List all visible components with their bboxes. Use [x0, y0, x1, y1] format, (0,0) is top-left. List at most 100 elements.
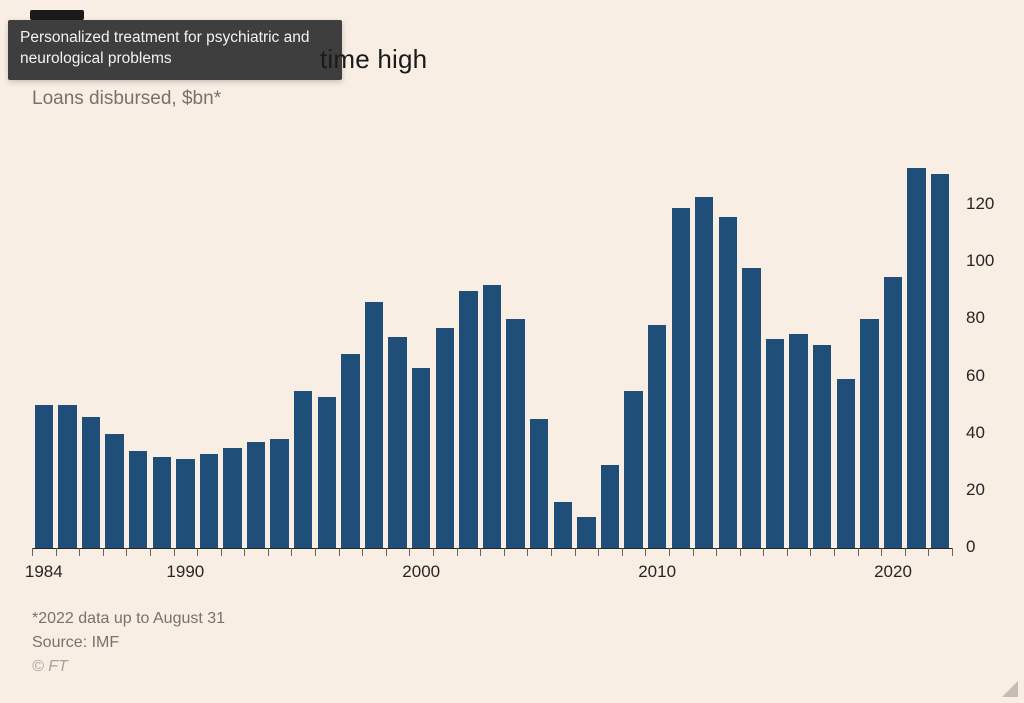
bar [176, 459, 194, 548]
x-tick [126, 548, 127, 556]
x-tick [787, 548, 788, 556]
x-tick [504, 548, 505, 556]
bar [837, 379, 855, 548]
x-tick [433, 548, 434, 556]
x-axis-baseline [32, 548, 952, 549]
x-tick [952, 548, 953, 556]
bar [129, 451, 147, 548]
x-axis-label: 2010 [638, 562, 676, 582]
x-tick [716, 548, 717, 556]
x-tick [103, 548, 104, 556]
x-tick [221, 548, 222, 556]
x-tick [56, 548, 57, 556]
bar [365, 302, 383, 548]
x-axis-label: 1984 [25, 562, 63, 582]
chart-title-fragment: time high [320, 44, 427, 75]
x-axis-label: 2000 [402, 562, 440, 582]
bar [672, 208, 690, 548]
bar [884, 277, 902, 548]
x-tick [32, 548, 33, 556]
chart-subtitle: Loans disbursed, $bn* [32, 88, 221, 110]
x-tick [669, 548, 670, 556]
x-tick [622, 548, 623, 556]
x-tick [339, 548, 340, 556]
x-tick [150, 548, 151, 556]
y-axis-label: 20 [966, 480, 985, 500]
x-tick [197, 548, 198, 556]
bar [931, 174, 949, 548]
x-tick [386, 548, 387, 556]
x-tick [291, 548, 292, 556]
bar [200, 454, 218, 548]
x-tick [79, 548, 80, 556]
x-tick [881, 548, 882, 556]
y-axis-label: 120 [966, 194, 994, 214]
x-tick [527, 548, 528, 556]
caption-tab [30, 10, 84, 20]
x-tick [810, 548, 811, 556]
x-tick [740, 548, 741, 556]
bar [742, 268, 760, 548]
bar [459, 291, 477, 548]
resize-corner-icon [1002, 681, 1018, 697]
bar [294, 391, 312, 548]
x-tick [457, 548, 458, 556]
bar [907, 168, 925, 548]
x-tick [268, 548, 269, 556]
x-tick [551, 548, 552, 556]
overlay-tooltip: Personalized treatment for psychiatric a… [8, 20, 342, 80]
x-tick [174, 548, 175, 556]
x-tick [598, 548, 599, 556]
x-tick [480, 548, 481, 556]
footnote-line-2: Source: IMF [32, 631, 225, 655]
bar [318, 397, 336, 548]
y-axis-label: 40 [966, 423, 985, 443]
bar [153, 457, 171, 548]
overlay-tooltip-text: Personalized treatment for psychiatric a… [20, 29, 309, 67]
bar [35, 405, 53, 548]
bar [577, 517, 595, 548]
bar [412, 368, 430, 548]
footnote-line-1: *2022 data up to August 31 [32, 607, 225, 631]
bar [554, 502, 572, 548]
chart-credit: © FT [32, 655, 225, 679]
bar [270, 439, 288, 548]
y-axis-label: 60 [966, 366, 985, 386]
x-axis-label: 1990 [166, 562, 204, 582]
x-tick [905, 548, 906, 556]
bar [624, 391, 642, 548]
bar [648, 325, 666, 548]
bar [601, 465, 619, 548]
bar [105, 434, 123, 548]
x-tick [928, 548, 929, 556]
bar [530, 419, 548, 548]
bar [695, 197, 713, 548]
x-tick [763, 548, 764, 556]
x-tick [693, 548, 694, 556]
x-axis-label: 2020 [874, 562, 912, 582]
y-axis-label: 100 [966, 251, 994, 271]
x-tick [409, 548, 410, 556]
y-axis-label: 0 [966, 537, 975, 557]
bar [813, 345, 831, 548]
bar [388, 337, 406, 548]
bar [58, 405, 76, 548]
x-tick [834, 548, 835, 556]
bar [223, 448, 241, 548]
x-tick [244, 548, 245, 556]
bar [82, 417, 100, 548]
x-tick [645, 548, 646, 556]
bar [247, 442, 265, 548]
bar [506, 319, 524, 548]
x-tick [858, 548, 859, 556]
x-tick [362, 548, 363, 556]
y-axis-label: 80 [966, 308, 985, 328]
bar [341, 354, 359, 548]
bar [789, 334, 807, 548]
bar-chart-plot [32, 148, 952, 548]
bar [483, 285, 501, 548]
bar [766, 339, 784, 548]
x-tick [315, 548, 316, 556]
bar [719, 217, 737, 548]
x-tick [575, 548, 576, 556]
